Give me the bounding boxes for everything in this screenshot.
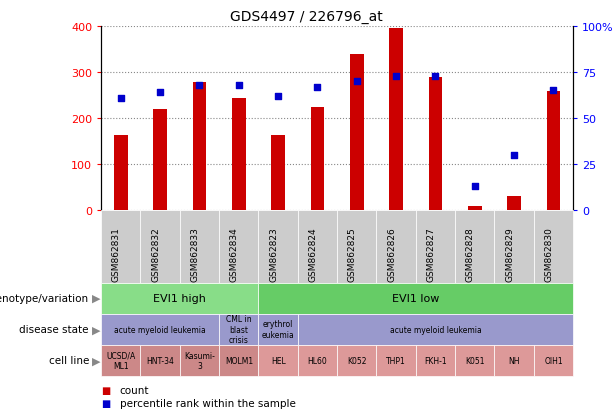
Text: Kasumi-
3: Kasumi- 3 — [184, 351, 215, 370]
Point — [352, 78, 362, 85]
Text: GSM862829: GSM862829 — [505, 226, 514, 281]
Text: GSM862831: GSM862831 — [112, 226, 121, 281]
Text: GSM862826: GSM862826 — [387, 226, 396, 281]
Point — [234, 82, 244, 89]
Bar — [508, 197, 521, 211]
Bar — [192, 83, 207, 211]
Bar — [272, 136, 285, 211]
Point — [155, 90, 165, 96]
Text: HNT-34: HNT-34 — [147, 356, 174, 365]
Text: CML in
blast
crisis: CML in blast crisis — [226, 315, 251, 344]
Text: GSM862827: GSM862827 — [427, 226, 435, 281]
Text: ▶: ▶ — [92, 293, 101, 304]
Text: GSM862833: GSM862833 — [191, 226, 199, 281]
Point — [313, 84, 322, 91]
Point — [391, 73, 401, 80]
Bar — [428, 77, 443, 211]
Text: GSM862834: GSM862834 — [230, 226, 239, 281]
Text: GSM862824: GSM862824 — [308, 226, 318, 281]
Text: THP1: THP1 — [386, 356, 406, 365]
Text: GSM862825: GSM862825 — [348, 226, 357, 281]
Text: FKH-1: FKH-1 — [424, 356, 447, 365]
Text: GDS4497 / 226796_at: GDS4497 / 226796_at — [230, 10, 383, 24]
Text: ▶: ▶ — [92, 355, 101, 366]
Bar — [389, 29, 403, 211]
Point — [194, 82, 204, 89]
Text: MOLM1: MOLM1 — [225, 356, 253, 365]
Text: K051: K051 — [465, 356, 484, 365]
Text: OIH1: OIH1 — [544, 356, 563, 365]
Text: acute myeloid leukemia: acute myeloid leukemia — [390, 325, 481, 334]
Point — [470, 183, 480, 190]
Text: UCSD/A
ML1: UCSD/A ML1 — [106, 351, 135, 370]
Text: GSM862830: GSM862830 — [544, 226, 554, 281]
Bar — [468, 207, 482, 211]
Point — [509, 152, 519, 159]
Point — [430, 73, 440, 80]
Text: EVI1 high: EVI1 high — [153, 293, 206, 304]
Text: HEL: HEL — [271, 356, 286, 365]
Text: percentile rank within the sample: percentile rank within the sample — [120, 398, 295, 408]
Point — [549, 88, 558, 95]
Text: erythrol
eukemia: erythrol eukemia — [262, 320, 294, 339]
Text: genotype/variation: genotype/variation — [0, 293, 89, 304]
Text: NH: NH — [508, 356, 520, 365]
Text: count: count — [120, 385, 149, 395]
Text: EVI1 low: EVI1 low — [392, 293, 440, 304]
Bar — [547, 92, 560, 211]
Text: disease state: disease state — [20, 324, 89, 335]
Point — [116, 95, 126, 102]
Text: GSM862832: GSM862832 — [151, 226, 160, 281]
Point — [273, 93, 283, 100]
Bar — [350, 55, 364, 211]
Bar — [311, 108, 324, 211]
Text: cell line: cell line — [48, 355, 89, 366]
Bar — [153, 109, 167, 211]
Bar — [114, 136, 128, 211]
Bar — [232, 99, 246, 211]
Text: HL60: HL60 — [308, 356, 327, 365]
Text: GSM862823: GSM862823 — [269, 226, 278, 281]
Text: ■: ■ — [101, 385, 110, 395]
Text: GSM862828: GSM862828 — [466, 226, 475, 281]
Text: ▶: ▶ — [92, 324, 101, 335]
Text: K052: K052 — [347, 356, 367, 365]
Text: acute myeloid leukemia: acute myeloid leukemia — [114, 325, 206, 334]
Text: ■: ■ — [101, 398, 110, 408]
